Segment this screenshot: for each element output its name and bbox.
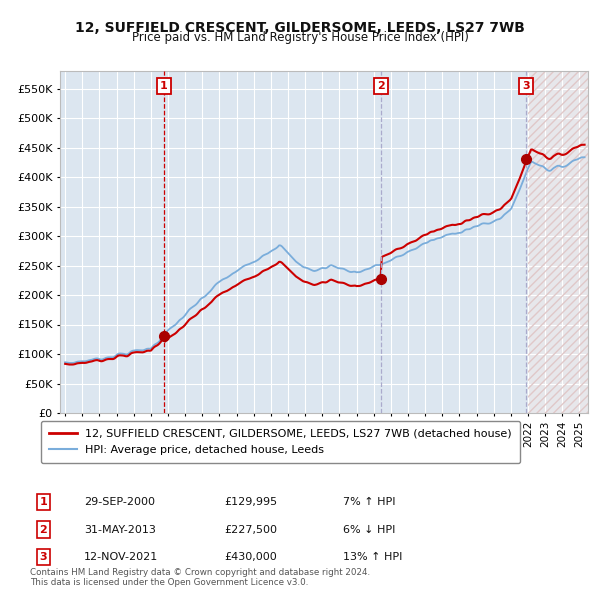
Text: 7% ↑ HPI: 7% ↑ HPI bbox=[343, 497, 396, 507]
Text: £430,000: £430,000 bbox=[224, 552, 277, 562]
Legend: 12, SUFFIELD CRESCENT, GILDERSOME, LEEDS, LS27 7WB (detached house), HPI: Averag: 12, SUFFIELD CRESCENT, GILDERSOME, LEEDS… bbox=[41, 421, 520, 463]
Bar bbox=[528, 71, 588, 413]
Text: 3: 3 bbox=[522, 81, 530, 91]
Text: 1: 1 bbox=[160, 81, 167, 91]
Text: 3: 3 bbox=[40, 552, 47, 562]
Text: 29-SEP-2000: 29-SEP-2000 bbox=[84, 497, 155, 507]
Text: 12, SUFFIELD CRESCENT, GILDERSOME, LEEDS, LS27 7WB: 12, SUFFIELD CRESCENT, GILDERSOME, LEEDS… bbox=[75, 21, 525, 35]
Text: 31-MAY-2013: 31-MAY-2013 bbox=[84, 525, 156, 535]
Text: £129,995: £129,995 bbox=[224, 497, 278, 507]
Text: 13% ↑ HPI: 13% ↑ HPI bbox=[343, 552, 403, 562]
Text: Price paid vs. HM Land Registry's House Price Index (HPI): Price paid vs. HM Land Registry's House … bbox=[131, 31, 469, 44]
Text: 2: 2 bbox=[377, 81, 385, 91]
Text: 12-NOV-2021: 12-NOV-2021 bbox=[84, 552, 158, 562]
Text: Contains HM Land Registry data © Crown copyright and database right 2024.
This d: Contains HM Land Registry data © Crown c… bbox=[30, 568, 370, 587]
Text: 1: 1 bbox=[40, 497, 47, 507]
Bar bbox=[528, 71, 588, 413]
Text: £227,500: £227,500 bbox=[224, 525, 277, 535]
Text: 2: 2 bbox=[40, 525, 47, 535]
Text: 6% ↓ HPI: 6% ↓ HPI bbox=[343, 525, 395, 535]
